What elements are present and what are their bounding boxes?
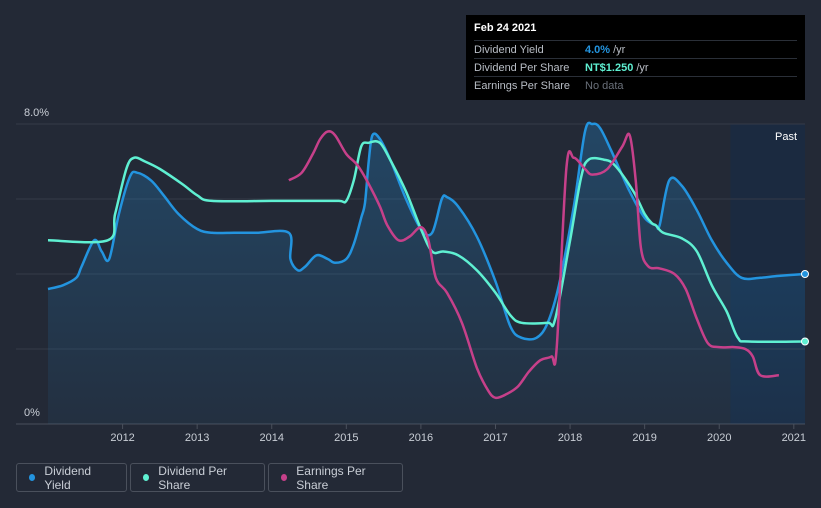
x-tick-label: 2013 — [185, 432, 209, 444]
y-axis-top-label: 8.0% — [24, 107, 49, 119]
yield-end-marker — [801, 270, 809, 278]
tooltip-row-dps: Dividend Per Share NT$1.250 /yr — [474, 58, 797, 76]
earnings-per-share-line — [288, 130, 779, 400]
tooltip: Feb 24 2021 Dividend Yield 4.0% /yr Divi… — [466, 15, 805, 100]
legend-item-dividend-yield[interactable]: Dividend Yield — [16, 463, 127, 492]
legend-item-earnings-per-share[interactable]: Earnings Per Share — [268, 463, 403, 492]
x-tick-label: 2014 — [260, 432, 284, 444]
end-markers — [801, 270, 809, 346]
tooltip-label: Earnings Per Share — [474, 79, 570, 92]
legend-label: Earnings Per Share — [296, 463, 366, 492]
tooltip-row-eps: Earnings Per Share No data — [474, 76, 797, 94]
tooltip-unit: /yr — [613, 43, 626, 56]
tooltip-value: 4.0% — [585, 43, 611, 56]
dividend-yield-area — [48, 122, 805, 424]
x-tick-label: 2015 — [334, 432, 358, 444]
legend-item-dividend-per-share[interactable]: Dividend Per Share — [130, 463, 265, 492]
x-tick-label: 2021 — [782, 432, 806, 444]
legend-dot-icon — [281, 474, 288, 481]
tooltip-value: NT$1.250 — [585, 61, 634, 74]
x-tick-label: 2018 — [558, 432, 582, 444]
y-axis-bottom-label: 0% — [24, 407, 40, 419]
x-tick-label: 2012 — [110, 432, 134, 444]
x-tick-label: 2017 — [483, 432, 507, 444]
legend-label: Dividend Yield — [44, 463, 92, 492]
tooltip-date: Feb 24 2021 — [474, 22, 537, 34]
legend-label: Dividend Per Share — [158, 463, 227, 492]
past-label: Past — [775, 131, 797, 143]
dividend-per-share-line — [47, 139, 806, 344]
tooltip-label: Dividend Per Share — [474, 61, 570, 74]
x-tick-label: 2019 — [632, 432, 656, 444]
tooltip-label: Dividend Yield — [474, 43, 544, 56]
tooltip-unit: /yr — [636, 61, 649, 74]
x-axis-ticks: 2012 2013 2014 2015 2016 2017 2018 2019 2020 2021 — [110, 424, 806, 444]
x-tick-label: 2016 — [409, 432, 433, 444]
x-tick-label: 2020 — [707, 432, 731, 444]
legend-dot-icon — [29, 474, 36, 481]
dps-end-marker — [801, 337, 809, 346]
tooltip-row-yield: Dividend Yield 4.0% /yr — [474, 40, 797, 58]
legend-dot-icon — [143, 474, 150, 481]
tooltip-value: No data — [585, 79, 624, 92]
